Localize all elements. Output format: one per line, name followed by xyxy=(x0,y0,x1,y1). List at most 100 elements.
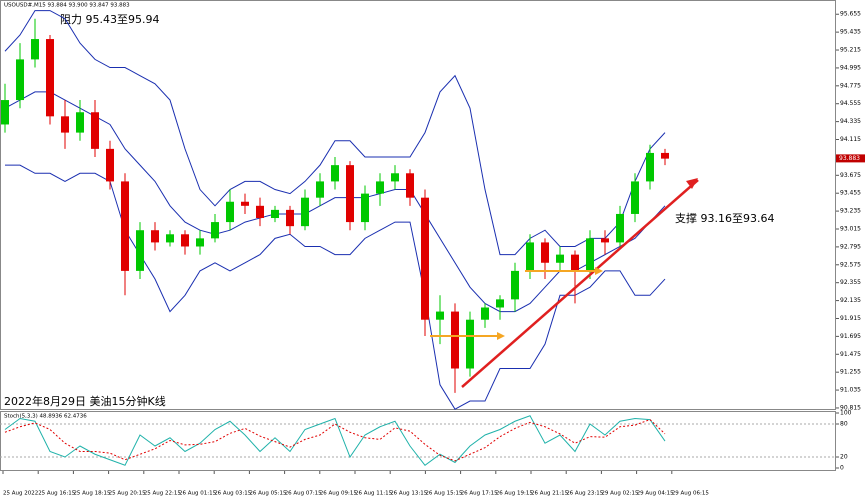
y-tick-label: 95.215 xyxy=(840,47,861,54)
candle-body xyxy=(526,242,534,271)
y-tick-label: 92.355 xyxy=(840,279,861,286)
marks: 95.655 95.435 95.215 94.995 94.775 94.555 94.3… xyxy=(0,10,865,497)
candle-body xyxy=(481,307,489,320)
candle-body xyxy=(376,181,384,194)
indicator-line xyxy=(4,91,666,313)
candle-body xyxy=(631,181,639,214)
stoch-label: Stoch(5,3,3) 48.8936 62.4736 xyxy=(4,414,87,420)
candle-body xyxy=(151,230,159,243)
y-tick-label: 91.915 xyxy=(840,315,861,322)
candle-body xyxy=(601,238,609,243)
stoch-frame xyxy=(0,411,836,471)
x-tick-label: 26 Aug 01:15 xyxy=(179,491,217,497)
candle-body xyxy=(61,116,69,133)
y-tick-label: 94.115 xyxy=(840,136,861,143)
x-tick-label: 25 Aug 20:15 xyxy=(109,491,147,497)
x-tick-label: 26 Aug 03:15 xyxy=(214,491,252,497)
candle-body xyxy=(76,112,84,133)
candle-body xyxy=(301,197,309,227)
y-tick-label: 93.675 xyxy=(840,172,861,179)
y-tick-label: 94.995 xyxy=(840,64,861,71)
y-tick-label: 95.435 xyxy=(840,29,861,36)
x-tick-label: 26 Aug 19:15 xyxy=(496,491,534,497)
x-tick-label: 26 Aug 07:15 xyxy=(285,491,323,497)
candle-body xyxy=(661,152,669,159)
level-arrow-head xyxy=(595,267,603,275)
price-tag-label: 93.883 xyxy=(839,155,860,162)
candle-body xyxy=(466,319,474,369)
x-tick-label: 26 Aug 15:15 xyxy=(425,491,463,497)
x-tick-label: 26 Aug 09:15 xyxy=(320,491,358,497)
y-tick-label: 94.555 xyxy=(840,100,861,107)
candle-body xyxy=(406,173,414,198)
y-tick-label: 93.235 xyxy=(840,208,861,215)
candle-body xyxy=(211,222,219,239)
resistance-note: 阻力 95.43至95.94 xyxy=(60,13,159,26)
y-tick-label: 0 xyxy=(840,465,844,472)
y-tick-label: 92.795 xyxy=(840,243,861,250)
candle-body xyxy=(16,59,24,101)
x-tick-label: 29 Aug 04:15 xyxy=(637,491,675,497)
y-tick-label: 94.775 xyxy=(840,82,861,89)
x-tick-label: 26 Aug 05:15 xyxy=(249,491,287,497)
caption: 2022年8月29日 美油15分钟K线 xyxy=(4,394,166,408)
y-tick-label: 91.035 xyxy=(840,387,861,394)
trend-line xyxy=(461,179,699,388)
candle-body xyxy=(46,39,54,117)
candle-body xyxy=(436,311,444,320)
y-tick-label: 91.255 xyxy=(840,369,861,376)
candle-body xyxy=(286,209,294,227)
indicator-line xyxy=(4,419,666,462)
indicator-line xyxy=(4,10,666,256)
x-tick-label: 26 Aug 21:15 xyxy=(531,491,569,497)
candle-body xyxy=(31,39,39,60)
candle-body xyxy=(136,230,144,271)
y-tick-label: 92.575 xyxy=(840,261,861,268)
y-tick-label: 100 xyxy=(840,410,852,417)
y-tick-label: 93.455 xyxy=(840,190,861,197)
indicator-line xyxy=(5,164,666,410)
price-frame xyxy=(0,0,836,410)
candle-body xyxy=(391,173,399,182)
trend-arrow xyxy=(686,178,698,189)
candle-body xyxy=(331,165,339,182)
x-tick-label: 29 Aug 06:15 xyxy=(672,491,710,497)
x-tick-label: 26 Aug 23:15 xyxy=(566,491,604,497)
candle-body xyxy=(586,238,594,271)
x-tick-label: 29 Aug 02:15 xyxy=(601,491,639,497)
candle-body xyxy=(646,152,654,182)
x-tick-label: 25 Aug 18:15 xyxy=(73,491,111,497)
indicator-line xyxy=(4,415,666,466)
candle-body xyxy=(256,205,264,219)
candle-body xyxy=(541,242,549,263)
x-tick-label: 25 Aug 22:15 xyxy=(144,491,182,497)
x-tick-label: 26 Aug 11:15 xyxy=(355,491,393,497)
candle-body xyxy=(316,181,324,198)
candle-body xyxy=(496,299,504,308)
y-tick-label: 80 xyxy=(840,421,848,428)
candle-body xyxy=(556,254,564,263)
candle-body xyxy=(571,254,579,271)
x-tick-label: 25 Aug 2022 xyxy=(3,491,38,497)
y-tick-label: 91.695 xyxy=(840,333,861,340)
candle-body xyxy=(346,165,354,223)
support-note: 支撑 93.16至93.64 xyxy=(675,211,774,225)
candle-body xyxy=(181,234,189,247)
x-tick-label: 25 Aug 16:15 xyxy=(38,491,76,497)
candle-body xyxy=(451,311,459,369)
price-tag xyxy=(836,154,865,163)
y-tick-label: 92.135 xyxy=(840,297,861,304)
candle-body xyxy=(1,100,9,125)
candle-body xyxy=(616,213,624,243)
candle-body xyxy=(361,193,369,223)
candle-body xyxy=(421,197,429,320)
candle-body xyxy=(226,201,234,223)
y-tick-label: 94.335 xyxy=(840,118,861,125)
y-tick-label: 95.655 xyxy=(840,11,861,18)
candle-body xyxy=(106,148,114,182)
y-tick-label: 93.015 xyxy=(840,225,861,232)
header: USOUSD#,M15 93.884 93.900 93.847 93.883 xyxy=(4,3,130,9)
candle-body xyxy=(121,181,129,271)
